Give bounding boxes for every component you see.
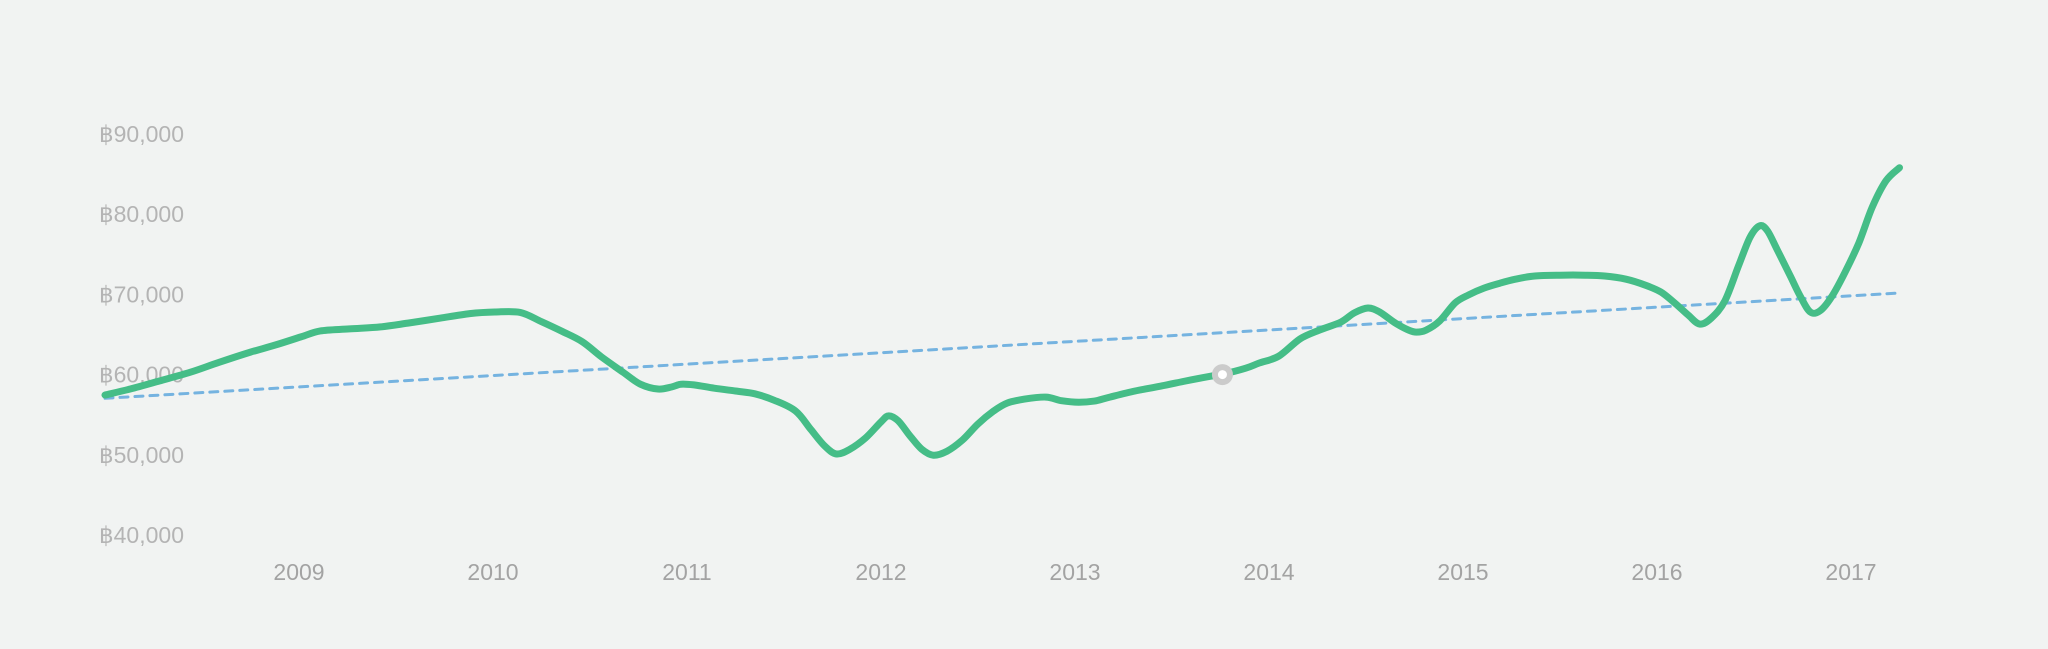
x-axis-label: 2011 bbox=[662, 559, 711, 585]
trend-line-path bbox=[103, 291, 1898, 400]
value-line-path bbox=[101, 164, 1903, 459]
y-axis-label: ฿80,000 bbox=[99, 201, 184, 227]
y-axis-label: ฿70,000 bbox=[99, 281, 184, 307]
y-axis-label: ฿50,000 bbox=[99, 442, 184, 468]
x-axis-label: 2009 bbox=[273, 559, 324, 585]
x-axis-label: 2014 bbox=[1243, 559, 1294, 585]
x-axis-label: 2013 bbox=[1049, 559, 1100, 585]
x-axis-label: 2010 bbox=[467, 559, 518, 585]
x-axis-label: 2016 bbox=[1631, 559, 1682, 585]
x-axis-label: 2012 bbox=[855, 559, 906, 585]
y-axis-label: ฿90,000 bbox=[99, 121, 184, 147]
y-axis-label: ฿40,000 bbox=[99, 522, 184, 548]
x-axis-label: 2015 bbox=[1437, 559, 1488, 585]
x-axis-label: 2017 bbox=[1825, 559, 1876, 585]
hover-point-marker[interactable] bbox=[1211, 364, 1233, 386]
